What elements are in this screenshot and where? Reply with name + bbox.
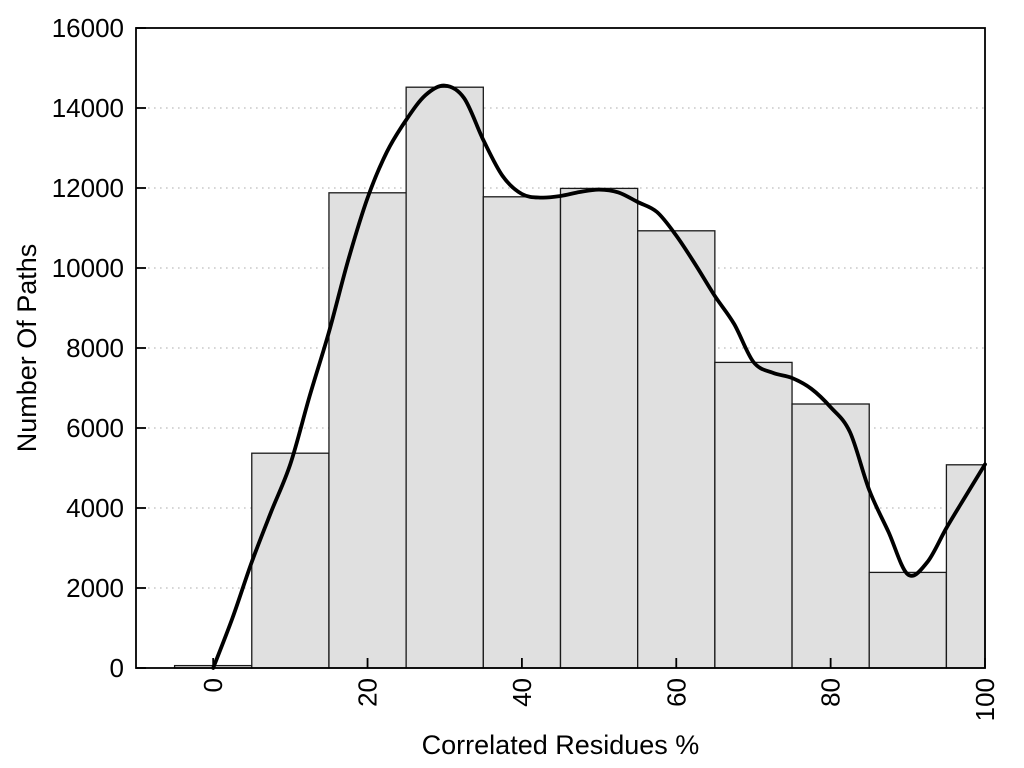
y-tick-label: 6000 [66, 413, 124, 443]
y-tick-label: 2000 [66, 573, 124, 603]
histogram-bar [714, 361, 793, 669]
histogram-bar [328, 192, 407, 669]
histogram-bar [637, 230, 716, 669]
y-tick-label: 10000 [52, 253, 124, 283]
x-axis-title: Correlated Residues % [421, 730, 700, 760]
histogram-bar [868, 571, 948, 669]
x-tick-label: 20 [353, 678, 383, 707]
x-tick-label: 80 [816, 678, 846, 707]
y-tick-label: 0 [110, 653, 124, 683]
y-tick-label: 12000 [52, 173, 124, 203]
histogram-bar [482, 196, 562, 669]
y-tick-label: 16000 [52, 13, 124, 43]
y-tick-label: 4000 [66, 493, 124, 523]
histogram-bar [791, 403, 870, 669]
histogram-bar [559, 187, 639, 669]
y-axis-title: Number Of Paths [12, 243, 42, 453]
y-tick-label: 14000 [52, 93, 124, 123]
x-tick-label: 40 [507, 678, 537, 707]
histogram-bar [251, 452, 330, 669]
x-tick-label: 60 [661, 678, 691, 707]
y-tick-label: 8000 [66, 333, 124, 363]
density-curve [211, 83, 987, 670]
x-tick-label: 0 [198, 678, 228, 692]
histogram-bar [405, 86, 484, 669]
x-tick-label: 100 [970, 678, 1000, 721]
